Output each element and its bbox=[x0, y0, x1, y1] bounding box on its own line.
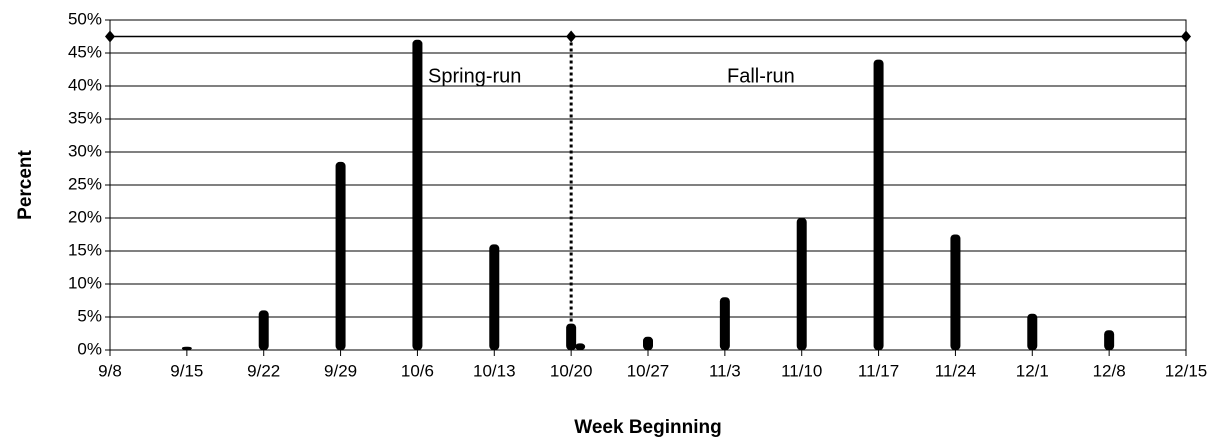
x-tick-label: 12/15 bbox=[1165, 361, 1208, 380]
y-tick-label: 50% bbox=[68, 9, 102, 28]
y-tick-label: 40% bbox=[68, 75, 102, 94]
boundary-marker bbox=[1181, 30, 1191, 43]
x-tick-label: 10/20 bbox=[550, 361, 593, 380]
bar bbox=[335, 161, 346, 350]
x-tick-label: 10/6 bbox=[401, 361, 434, 380]
y-tick-label: 45% bbox=[68, 42, 102, 61]
annotation: Spring-run bbox=[428, 65, 521, 87]
y-axis-label: Percent bbox=[15, 149, 36, 219]
x-tick-label: 12/1 bbox=[1016, 361, 1049, 380]
y-tick-label: 0% bbox=[77, 339, 102, 358]
bar bbox=[412, 39, 423, 351]
bar bbox=[181, 346, 192, 350]
bar bbox=[796, 218, 807, 350]
x-tick-label: 11/3 bbox=[709, 361, 741, 380]
y-tick-label: 30% bbox=[68, 141, 102, 160]
x-tick-label: 10/13 bbox=[473, 361, 516, 380]
x-tick-label: 11/10 bbox=[781, 361, 822, 380]
bar bbox=[873, 59, 884, 350]
y-tick-label: 35% bbox=[68, 108, 102, 127]
y-tick-label: 15% bbox=[68, 240, 102, 259]
x-tick-label: 9/15 bbox=[170, 361, 203, 380]
annotation: Fall-run bbox=[727, 65, 795, 87]
x-tick-label: 11/17 bbox=[858, 361, 899, 380]
x-tick-label: 11/24 bbox=[935, 361, 976, 380]
y-tick-label: 5% bbox=[77, 306, 102, 325]
boundary-marker bbox=[566, 30, 577, 43]
bar bbox=[1104, 330, 1115, 350]
y-tick-label: 25% bbox=[68, 174, 102, 193]
bar bbox=[719, 297, 730, 350]
bar bbox=[1027, 313, 1038, 350]
bar bbox=[575, 343, 586, 350]
bar bbox=[643, 336, 653, 350]
x-tick-label: 9/8 bbox=[98, 361, 122, 380]
bar bbox=[950, 234, 961, 350]
x-tick-label: 10/27 bbox=[627, 361, 670, 380]
x-tick-label: 9/22 bbox=[247, 361, 280, 380]
y-tick-label: 10% bbox=[68, 273, 102, 292]
bar bbox=[489, 244, 500, 350]
bar bbox=[258, 310, 269, 350]
y-tick-label: 20% bbox=[68, 207, 102, 226]
x-tick-label: 9/29 bbox=[324, 361, 357, 380]
x-axis-label: Week Beginning bbox=[574, 417, 721, 438]
x-tick-label: 12/8 bbox=[1093, 361, 1126, 380]
boundary-marker bbox=[105, 30, 115, 43]
